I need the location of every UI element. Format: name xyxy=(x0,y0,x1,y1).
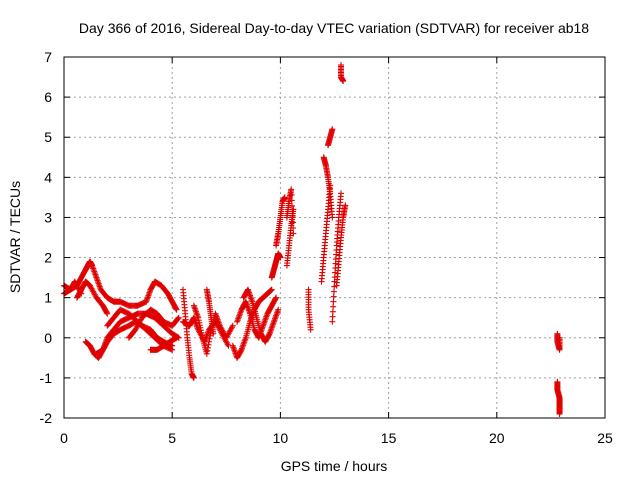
data-point xyxy=(288,191,295,198)
x-tick-label: 5 xyxy=(168,430,176,446)
y-tick-label: 4 xyxy=(44,169,52,185)
data-point xyxy=(337,190,344,197)
data-point xyxy=(275,306,282,313)
x-tick-label: 0 xyxy=(60,430,68,446)
data-point xyxy=(329,126,336,133)
data-point xyxy=(290,230,297,237)
chart-title: Day 366 of 2016, Sidereal Day-to-day VTE… xyxy=(79,20,589,36)
x-tick-label: 15 xyxy=(381,430,397,446)
y-tick-label: 0 xyxy=(44,330,52,346)
data-point xyxy=(104,310,111,317)
data-point xyxy=(173,334,180,341)
data-point xyxy=(307,326,314,333)
y-tick-label: -2 xyxy=(40,410,53,426)
y-tick-label: 1 xyxy=(44,290,52,306)
data-point xyxy=(329,308,336,315)
x-tick-label: 20 xyxy=(489,430,505,446)
data-point xyxy=(277,254,284,261)
y-tick-label: 2 xyxy=(44,250,52,266)
data-point xyxy=(273,294,280,301)
data-point xyxy=(330,303,337,310)
data-point xyxy=(210,330,217,337)
data-point xyxy=(281,194,288,201)
data-point xyxy=(330,288,337,295)
grid xyxy=(64,57,605,418)
data-point xyxy=(173,306,180,313)
data-point xyxy=(289,202,296,209)
x-axis-label: GPS time / hours xyxy=(281,458,388,474)
data-point xyxy=(268,286,275,293)
data-point xyxy=(329,318,336,325)
data-point xyxy=(329,313,336,320)
y-axis-label: SDTVAR / TECUs xyxy=(7,181,23,293)
data-point xyxy=(340,78,347,85)
data-point xyxy=(342,202,349,209)
data-point xyxy=(174,315,181,322)
data-point xyxy=(330,293,337,300)
x-axis: 0 5 10 15 20 25 xyxy=(60,57,613,446)
x-tick-label: 25 xyxy=(597,430,613,446)
data-point xyxy=(289,219,296,226)
data-point xyxy=(190,374,197,381)
y-tick-label: 3 xyxy=(44,209,52,225)
data-point xyxy=(169,346,176,353)
data-points xyxy=(61,62,563,417)
y-tick-label: 6 xyxy=(44,89,52,105)
y-axis: -2 -1 0 1 2 3 4 5 6 7 xyxy=(40,49,605,426)
y-tick-label: -1 xyxy=(40,370,53,386)
y-tick-label: 5 xyxy=(44,129,52,145)
data-point xyxy=(288,186,295,193)
data-point xyxy=(175,314,182,321)
data-point xyxy=(329,214,336,221)
data-point xyxy=(288,197,295,204)
data-point xyxy=(289,213,296,220)
plot-frame xyxy=(63,56,606,419)
data-point xyxy=(289,208,296,215)
y-tick-label: 7 xyxy=(44,49,52,65)
data-point xyxy=(556,410,563,417)
data-point xyxy=(556,334,563,341)
data-point xyxy=(229,322,236,329)
data-point xyxy=(290,224,297,231)
x-tick-label: 10 xyxy=(273,430,289,446)
data-point xyxy=(330,298,337,305)
